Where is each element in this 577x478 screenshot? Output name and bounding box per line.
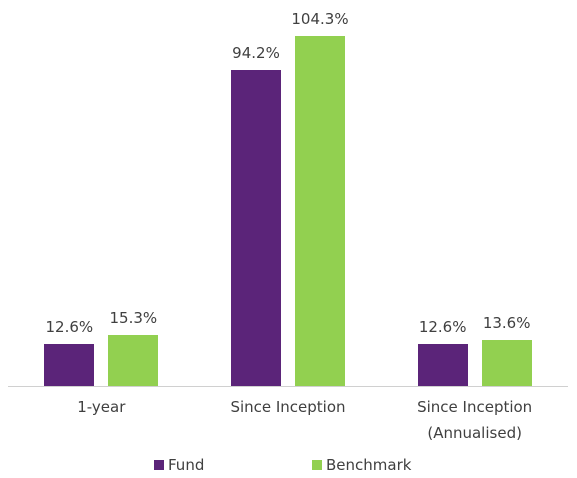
legend-swatch — [312, 460, 322, 470]
x-tick-label: 1-year — [77, 398, 126, 416]
bar — [417, 343, 468, 386]
legend-swatch — [154, 460, 164, 470]
x-tick-label: Since Inception (Annualised) — [417, 398, 533, 442]
data-label: 12.6% — [418, 317, 467, 336]
data-label: 104.3% — [291, 10, 349, 28]
x-tick-label: Since Inception — [230, 398, 346, 416]
legend-label: Fund — [168, 456, 205, 474]
legend-label: Benchmark — [326, 456, 412, 474]
data-label: 13.6% — [482, 314, 531, 333]
data-label: 12.6% — [45, 317, 94, 336]
bar — [231, 69, 281, 386]
data-label: 15.3% — [109, 308, 158, 327]
bar — [481, 340, 532, 386]
bar — [44, 343, 95, 386]
bar — [108, 334, 159, 386]
axis-line — [8, 386, 568, 387]
bar — [295, 36, 345, 386]
data-label: 94.2% — [232, 43, 280, 62]
